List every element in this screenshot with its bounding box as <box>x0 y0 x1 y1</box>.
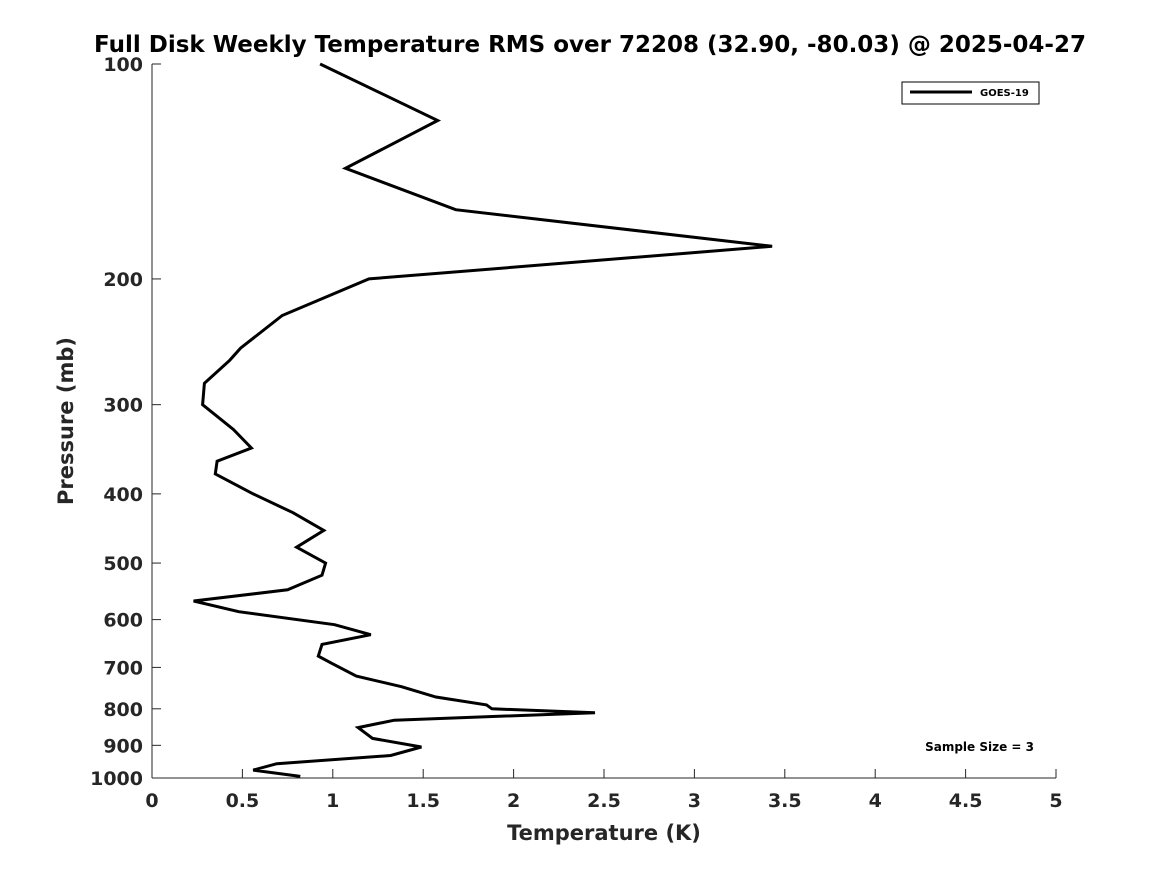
x-tick-label: 4 <box>869 790 882 812</box>
y-tick-label: 900 <box>103 735 143 757</box>
y-tick-label: 200 <box>103 269 143 291</box>
x-tick-label: 3.5 <box>768 790 802 812</box>
y-ticks: 100 200 300 400 500 600 700 800 900 1000 <box>90 54 161 790</box>
x-tick-label: 0.5 <box>226 790 260 812</box>
y-axis-title: Pressure (mb) <box>54 337 78 505</box>
x-tick-label: 5 <box>1049 790 1062 812</box>
y-tick-label: 700 <box>103 657 143 679</box>
y-tick-label: 300 <box>103 395 143 417</box>
sample-size-annotation: Sample Size = 3 <box>925 740 1034 754</box>
y-tick-label: 1000 <box>90 768 143 790</box>
y-tick-label: 800 <box>103 699 143 721</box>
y-tick-label: 500 <box>103 553 143 575</box>
chart-title: Full Disk Weekly Temperature RMS over 72… <box>94 32 1086 58</box>
x-tick-label: 0 <box>145 790 158 812</box>
x-tick-label: 4.5 <box>949 790 983 812</box>
y-tick-label: 100 <box>103 54 143 76</box>
x-tick-label: 2 <box>507 790 520 812</box>
legend-label-goes-19: GOES-19 <box>980 88 1029 99</box>
x-tick-label: 3 <box>688 790 701 812</box>
legend: GOES-19 <box>901 81 1040 105</box>
x-tick-label: 1 <box>326 790 339 812</box>
series-line-goes-19 <box>193 62 773 778</box>
y-tick-label: 600 <box>103 610 143 632</box>
y-tick-label: 400 <box>103 484 143 506</box>
x-tick-label: 2.5 <box>587 790 621 812</box>
series-layer <box>193 62 773 778</box>
x-axis-title: Temperature (K) <box>507 821 701 845</box>
x-tick-label: 1.5 <box>406 790 440 812</box>
x-ticks: 0 0.5 1 1.5 2 2.5 3 3.5 4 4.5 5 <box>145 769 1063 812</box>
